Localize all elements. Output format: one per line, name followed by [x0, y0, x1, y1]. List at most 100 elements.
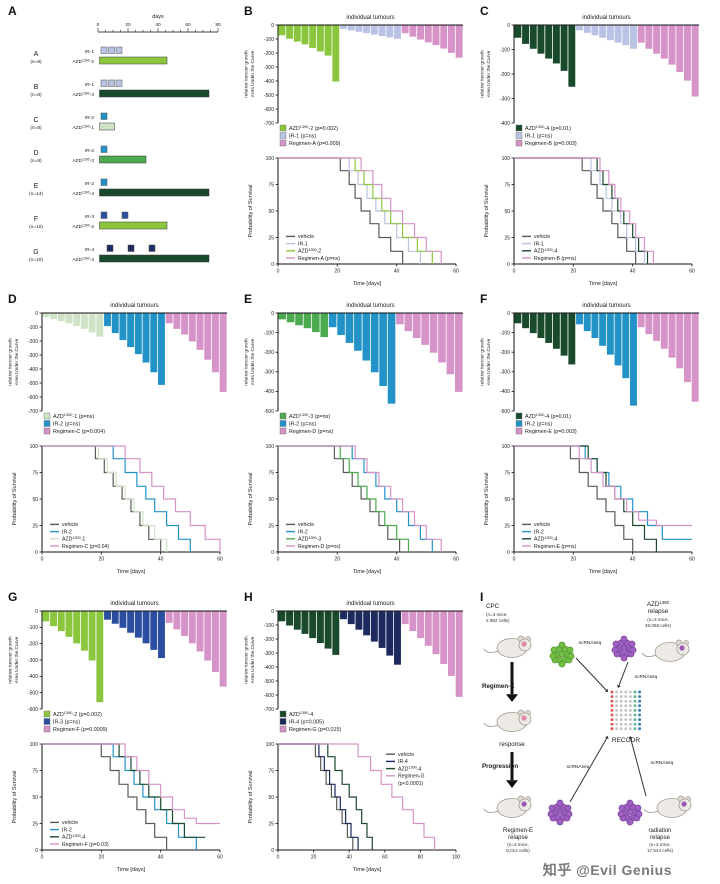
svg-text:25: 25: [32, 821, 38, 827]
svg-text:individual tumours: individual tumours: [582, 303, 630, 309]
svg-text:(n=8): (n=8): [30, 59, 42, 65]
svg-text:48,068 cells): 48,068 cells): [645, 623, 672, 628]
svg-text:40: 40: [630, 557, 636, 563]
svg-text:0: 0: [35, 609, 38, 615]
svg-text:0: 0: [271, 848, 274, 854]
svg-text:AZD1390-3: AZD1390-3: [72, 157, 94, 164]
svg-text:75: 75: [504, 470, 510, 476]
svg-text:60: 60: [382, 855, 388, 861]
svg-text:20: 20: [571, 557, 577, 563]
svg-text:relative tumour growth: relative tumour growth: [244, 636, 250, 684]
waterfall-svg: individual tumours 0 -100 -200 -300 -400 -500 -…: [244, 601, 463, 733]
schedule-row: C(n=8) IR-2 AZD1390-1: [30, 112, 115, 131]
svg-text:Time [days]: Time [days]: [353, 569, 382, 575]
waterfall-chart: individual tumours 0 -100 -200 -300 -400 -500 r…: [242, 298, 478, 440]
svg-text:75: 75: [268, 182, 274, 188]
panel-label-e: E: [244, 292, 253, 306]
svg-text:Regimen-E (p=ns): Regimen-E (p=ns): [534, 544, 577, 550]
svg-text:vehicle: vehicle: [398, 752, 414, 758]
svg-text:IR-1: IR-1: [85, 82, 94, 88]
survival-legend-entry: IR-1: [522, 241, 544, 247]
svg-text:scRNAseq: scRNAseq: [567, 764, 590, 770]
svg-text:-400: -400: [264, 665, 274, 671]
svg-text:scRNAseq: scRNAseq: [579, 640, 602, 646]
svg-text:IR-1: IR-1: [85, 49, 94, 55]
waterfall-legend-entry: Regimen-B (p=0.003): [515, 139, 577, 147]
svg-text:AZD1390-3: AZD1390-3: [298, 536, 321, 543]
svg-text:0: 0: [35, 550, 38, 556]
survival-svg: 0 25 50 75 100 0 20 40 60 Time [days] Probability …: [12, 742, 223, 873]
waterfall-legend-entry: Regimen-F (p=0.0009): [43, 725, 108, 733]
svg-text:(n=3 mice,: (n=3 mice,: [647, 617, 669, 622]
svg-text:-100: -100: [28, 325, 38, 331]
svg-text:-200: -200: [264, 51, 274, 57]
survival-svg: 0 25 50 75 100 0 20 40 60 Time [days] Probability …: [484, 444, 695, 575]
panel-d: D individual tumours 0 -100 -200 -300 -400 -50…: [6, 290, 242, 588]
svg-text:Area Under the Curve: Area Under the Curve: [250, 636, 256, 683]
schedule-row: E(n=14) IR-2 AZD1390-4: [29, 178, 210, 197]
svg-text:0: 0: [271, 262, 274, 268]
svg-text:8,012 cells): 8,012 cells): [506, 848, 530, 853]
waterfall-chart: individual tumours 0 -100 -200 -300 -400 -500 -…: [242, 596, 478, 738]
svg-text:20: 20: [99, 557, 105, 563]
svg-text:0: 0: [41, 855, 44, 861]
svg-text:100: 100: [502, 444, 511, 450]
svg-text:B: B: [34, 84, 39, 91]
waterfall-legend-entry: IR-4 (p=0.005): [279, 718, 324, 726]
svg-text:AZD1390-4: AZD1390-4: [289, 710, 313, 718]
svg-text:-600: -600: [264, 107, 274, 113]
svg-text:-700: -700: [28, 409, 38, 415]
waterfall-legend-entry: AZD1390-1 (p=ns): [43, 412, 94, 420]
svg-text:Regimen-A (p=0.009): Regimen-A (p=0.009): [289, 141, 341, 147]
schedule-row: B(n=8) IR-1 AZD1390-4: [30, 79, 210, 98]
svg-text:Time [days]: Time [days]: [589, 281, 618, 287]
svg-text:scRNAseq: scRNAseq: [635, 674, 658, 680]
survival-legend-entry: Regimen-C (p=0.04): [50, 544, 109, 550]
svg-text:-200: -200: [28, 641, 38, 647]
svg-text:scRNAseq: scRNAseq: [651, 760, 674, 766]
svg-text:individual tumours: individual tumours: [346, 15, 394, 21]
survival-legend-entry: AZD1390-3: [286, 536, 321, 543]
survival-legend-entry: vehicle: [50, 522, 78, 528]
svg-text:100: 100: [266, 444, 275, 450]
svg-text:Time [days]: Time [days]: [353, 867, 382, 873]
svg-text:individual tumours: individual tumours: [346, 601, 394, 607]
svg-text:IR-3: IR-3: [85, 214, 94, 220]
survival-chart: 0 25 50 75 100 0 20 40 60 Time [days] Probability …: [478, 440, 714, 576]
survival-svg: 0 25 50 75 100 0 20 40 60 Time [days] Probability …: [12, 444, 223, 575]
svg-text:-700: -700: [264, 121, 274, 127]
response-mouse-icon: [483, 709, 532, 732]
svg-text:50: 50: [32, 795, 38, 801]
svg-text:20: 20: [335, 269, 341, 275]
svg-text:(n=3 mice,: (n=3 mice,: [486, 612, 508, 617]
svg-text:RECODR: RECODR: [612, 737, 640, 744]
svg-text:Regimen-B (p=ns): Regimen-B (p=ns): [534, 256, 577, 262]
survival-legend-entry: AZD1390-2: [286, 248, 321, 255]
svg-text:0: 0: [507, 23, 510, 29]
svg-text:-700: -700: [264, 707, 274, 713]
waterfall-legend-entry: IR-2 (p=ns): [43, 420, 80, 428]
waterfall-chart: individual tumours 0 -100 -200 -300 -400 -500 -…: [6, 596, 242, 738]
azd-relapse-mouse-icon: [641, 639, 690, 662]
svg-text:-300: -300: [264, 370, 274, 376]
svg-text:Progression: Progression: [482, 763, 518, 770]
svg-text:Area Under the Curve: Area Under the Curve: [486, 50, 492, 97]
waterfall-svg: individual tumours 0 -100 -200 -300 -400 -500 r…: [244, 303, 463, 435]
svg-text:AZD1390-1: AZD1390-1: [62, 536, 85, 543]
svg-text:AZD1390-4: AZD1390-4: [72, 190, 94, 197]
svg-text:-300: -300: [28, 658, 38, 664]
schedule-row: D(n=8) IR-2 AZD1390-3: [30, 145, 147, 164]
survival-chart: 0 25 50 75 100 0 20 40 60 Time [days] Probability …: [6, 440, 242, 576]
svg-text:0: 0: [507, 262, 510, 268]
svg-text:0: 0: [271, 550, 274, 556]
svg-text:-400: -400: [28, 367, 38, 373]
svg-text:Probability of Survival: Probability of Survival: [484, 473, 490, 526]
survival-svg: 0 25 50 75 100 0 20 40 60 80 100 Time [days] Probabi…: [248, 742, 460, 873]
svg-text:Area Under the Curve: Area Under the Curve: [14, 338, 20, 385]
svg-text:IR-2 (p=ns): IR-2 (p=ns): [289, 422, 316, 428]
svg-text:100: 100: [502, 156, 511, 162]
survival-chart: 0 25 50 75 100 0 20 40 60 Time [days] Probability …: [242, 440, 478, 576]
svg-text:AZD1390-1 (p=ns): AZD1390-1 (p=ns): [53, 412, 94, 420]
survival-legend-entry: IR-2: [50, 529, 72, 535]
